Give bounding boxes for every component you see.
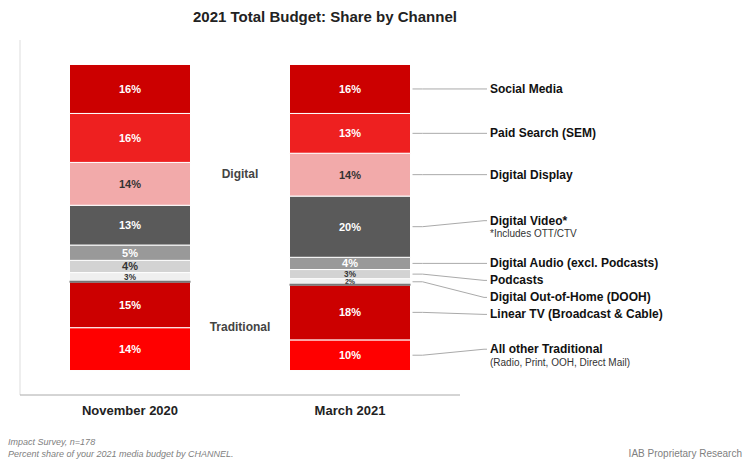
bar-segment: [290, 113, 411, 153]
bar-segment: [290, 340, 411, 371]
x-axis: [20, 395, 460, 396]
connector: [413, 349, 488, 355]
data-label: 4%: [122, 260, 138, 272]
data-label: 15%: [119, 299, 141, 311]
x-tick-label: November 2020: [82, 403, 178, 418]
bar-segment: [290, 153, 411, 196]
legend-entry: Digital Display: [490, 168, 573, 182]
x-tick-label: March 2021: [315, 403, 386, 418]
series-note: (Radio, Print, OOH, Direct Mail): [490, 357, 630, 368]
bar-segment: [70, 273, 191, 282]
bar-segment: [290, 270, 411, 279]
data-label: 20%: [339, 221, 361, 233]
legend-entry: Linear TV (Broadcast & Cable): [490, 307, 663, 321]
data-label: 18%: [339, 306, 361, 318]
data-label: 13%: [339, 127, 361, 139]
data-label: 4%: [342, 257, 358, 269]
bar-segment: [70, 282, 191, 328]
data-labels: 14%10%15%18%3%2%4%3%5%4%13%20%14%14%16%1…: [119, 83, 361, 361]
bar-segment: [70, 245, 191, 260]
connector: [413, 312, 488, 314]
group-separator: [70, 281, 191, 283]
bar-segment: [70, 162, 191, 205]
data-label: 3%: [344, 270, 357, 279]
legend-entry: All other Traditional: [490, 342, 603, 356]
legend-entry: Paid Search (SEM): [490, 126, 596, 140]
legend-entry: Podcasts: [490, 273, 544, 287]
legend-entry: Digital Audio (excl. Podcasts): [490, 256, 658, 270]
series-note: *Includes OTT/CTV: [490, 228, 577, 239]
bar-segment: [70, 260, 191, 272]
connector: [413, 174, 488, 175]
data-label: 14%: [119, 343, 141, 355]
connector: [413, 274, 488, 280]
data-label: 5%: [122, 247, 138, 259]
data-label: 16%: [339, 83, 361, 95]
bar-segment: [290, 279, 411, 285]
group-label: Digital: [222, 167, 259, 181]
bar-segment: [70, 64, 191, 113]
legend-entry: Digital Video*: [490, 214, 567, 228]
connector: [413, 88, 488, 89]
legend: Social Media Paid Search (SEM) Digital Dis…: [413, 82, 663, 368]
data-label: 16%: [119, 132, 141, 144]
footnote: Percent share of your 2021 media budget …: [8, 449, 234, 459]
connector: [413, 133, 488, 134]
legend-entry: Social Media: [490, 82, 563, 96]
legend-entry: Digital Out-of-Home (DOOH): [490, 290, 651, 304]
source: IAB Proprietary Research: [629, 448, 742, 459]
bar-segment: [290, 64, 411, 113]
connector: [413, 263, 488, 264]
title: 2021 Total Budget: Share by Channel: [193, 8, 457, 25]
footnote: Impact Survey, n=178: [8, 437, 95, 447]
group-label: Traditional: [210, 320, 271, 334]
y-axis: [20, 40, 21, 395]
data-label: 14%: [339, 169, 361, 181]
bar-segment: [290, 257, 411, 269]
bars: [70, 64, 411, 370]
connector: [413, 221, 488, 227]
data-label: 3%: [124, 273, 137, 282]
data-label: 10%: [339, 349, 361, 361]
data-label: 13%: [119, 219, 141, 231]
bar-segment: [70, 113, 191, 162]
bar-segment: [290, 196, 411, 257]
chart: 2021 Total Budget: Share by Channel 14% 10…: [0, 0, 750, 469]
data-label: 14%: [119, 178, 141, 190]
bar-segment: [70, 328, 191, 371]
bar-segment: [70, 205, 191, 245]
group-separator: [290, 284, 411, 286]
connector: [413, 282, 488, 298]
bar-segment: [290, 285, 411, 340]
data-label: 16%: [119, 83, 141, 95]
